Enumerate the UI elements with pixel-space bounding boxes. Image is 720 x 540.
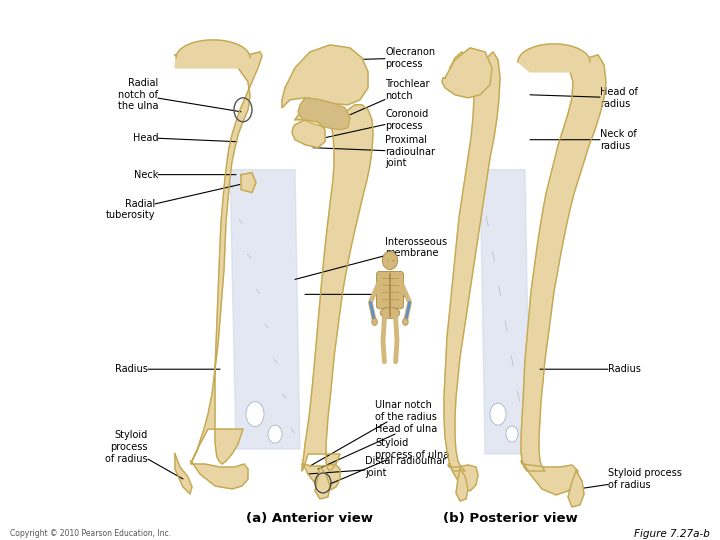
- Text: Copyright © 2010 Pearson Education, Inc.: Copyright © 2010 Pearson Education, Inc.: [10, 529, 171, 538]
- Text: Styloid
process of ulna: Styloid process of ulna: [323, 438, 449, 487]
- Ellipse shape: [380, 307, 400, 319]
- Text: Styloid
process
of radius: Styloid process of radius: [105, 430, 183, 479]
- Polygon shape: [302, 464, 340, 491]
- Text: (a) Anterior view: (a) Anterior view: [246, 512, 374, 525]
- Polygon shape: [295, 105, 373, 471]
- FancyBboxPatch shape: [377, 272, 403, 309]
- Polygon shape: [241, 173, 256, 193]
- Polygon shape: [315, 467, 330, 499]
- Text: Interosseous
membrane: Interosseous membrane: [295, 237, 447, 279]
- Polygon shape: [568, 471, 584, 507]
- Text: Trochlear
notch: Trochlear notch: [350, 79, 430, 115]
- Polygon shape: [282, 45, 368, 108]
- Text: Coronoid
process: Coronoid process: [325, 109, 428, 138]
- Text: Ulna: Ulna: [305, 289, 407, 299]
- Text: Olecranon
process: Olecranon process: [345, 47, 435, 69]
- Text: Neck: Neck: [134, 170, 236, 180]
- Polygon shape: [230, 170, 300, 449]
- Polygon shape: [298, 98, 350, 130]
- Ellipse shape: [382, 251, 397, 269]
- Text: Proximal
radioulnar
joint: Proximal radioulnar joint: [313, 135, 435, 168]
- Polygon shape: [175, 52, 262, 464]
- Text: Radial
tuberosity: Radial tuberosity: [106, 183, 248, 220]
- Ellipse shape: [490, 403, 506, 425]
- Polygon shape: [292, 120, 325, 147]
- Ellipse shape: [506, 426, 518, 442]
- Text: Head of
radius: Head of radius: [530, 87, 638, 109]
- Polygon shape: [442, 48, 492, 98]
- Polygon shape: [191, 461, 248, 489]
- Ellipse shape: [402, 319, 408, 326]
- Polygon shape: [518, 44, 590, 72]
- Polygon shape: [480, 170, 530, 454]
- Ellipse shape: [246, 402, 264, 427]
- Text: Distal radioulnar
joint: Distal radioulnar joint: [308, 456, 446, 478]
- Polygon shape: [175, 454, 192, 494]
- Text: Ulnar notch
of the radius: Ulnar notch of the radius: [310, 400, 437, 466]
- Polygon shape: [448, 464, 478, 491]
- Polygon shape: [456, 469, 468, 501]
- Text: Neck of
radius: Neck of radius: [530, 129, 636, 151]
- Polygon shape: [175, 40, 250, 68]
- Text: Radius: Radius: [115, 364, 220, 374]
- Polygon shape: [444, 52, 500, 471]
- Polygon shape: [521, 461, 578, 495]
- Text: Figure 7.27a-b: Figure 7.27a-b: [634, 529, 710, 539]
- Text: Radial
notch of
the ulna: Radial notch of the ulna: [117, 78, 241, 112]
- Polygon shape: [521, 55, 606, 471]
- Text: (b) Posterior view: (b) Posterior view: [443, 512, 577, 525]
- Ellipse shape: [372, 319, 377, 326]
- Text: Head: Head: [132, 133, 237, 143]
- Text: Radius: Radius: [540, 364, 641, 374]
- Text: Styloid process
of radius: Styloid process of radius: [578, 468, 682, 490]
- Ellipse shape: [268, 425, 282, 443]
- Text: Head of ulna: Head of ulna: [318, 424, 437, 469]
